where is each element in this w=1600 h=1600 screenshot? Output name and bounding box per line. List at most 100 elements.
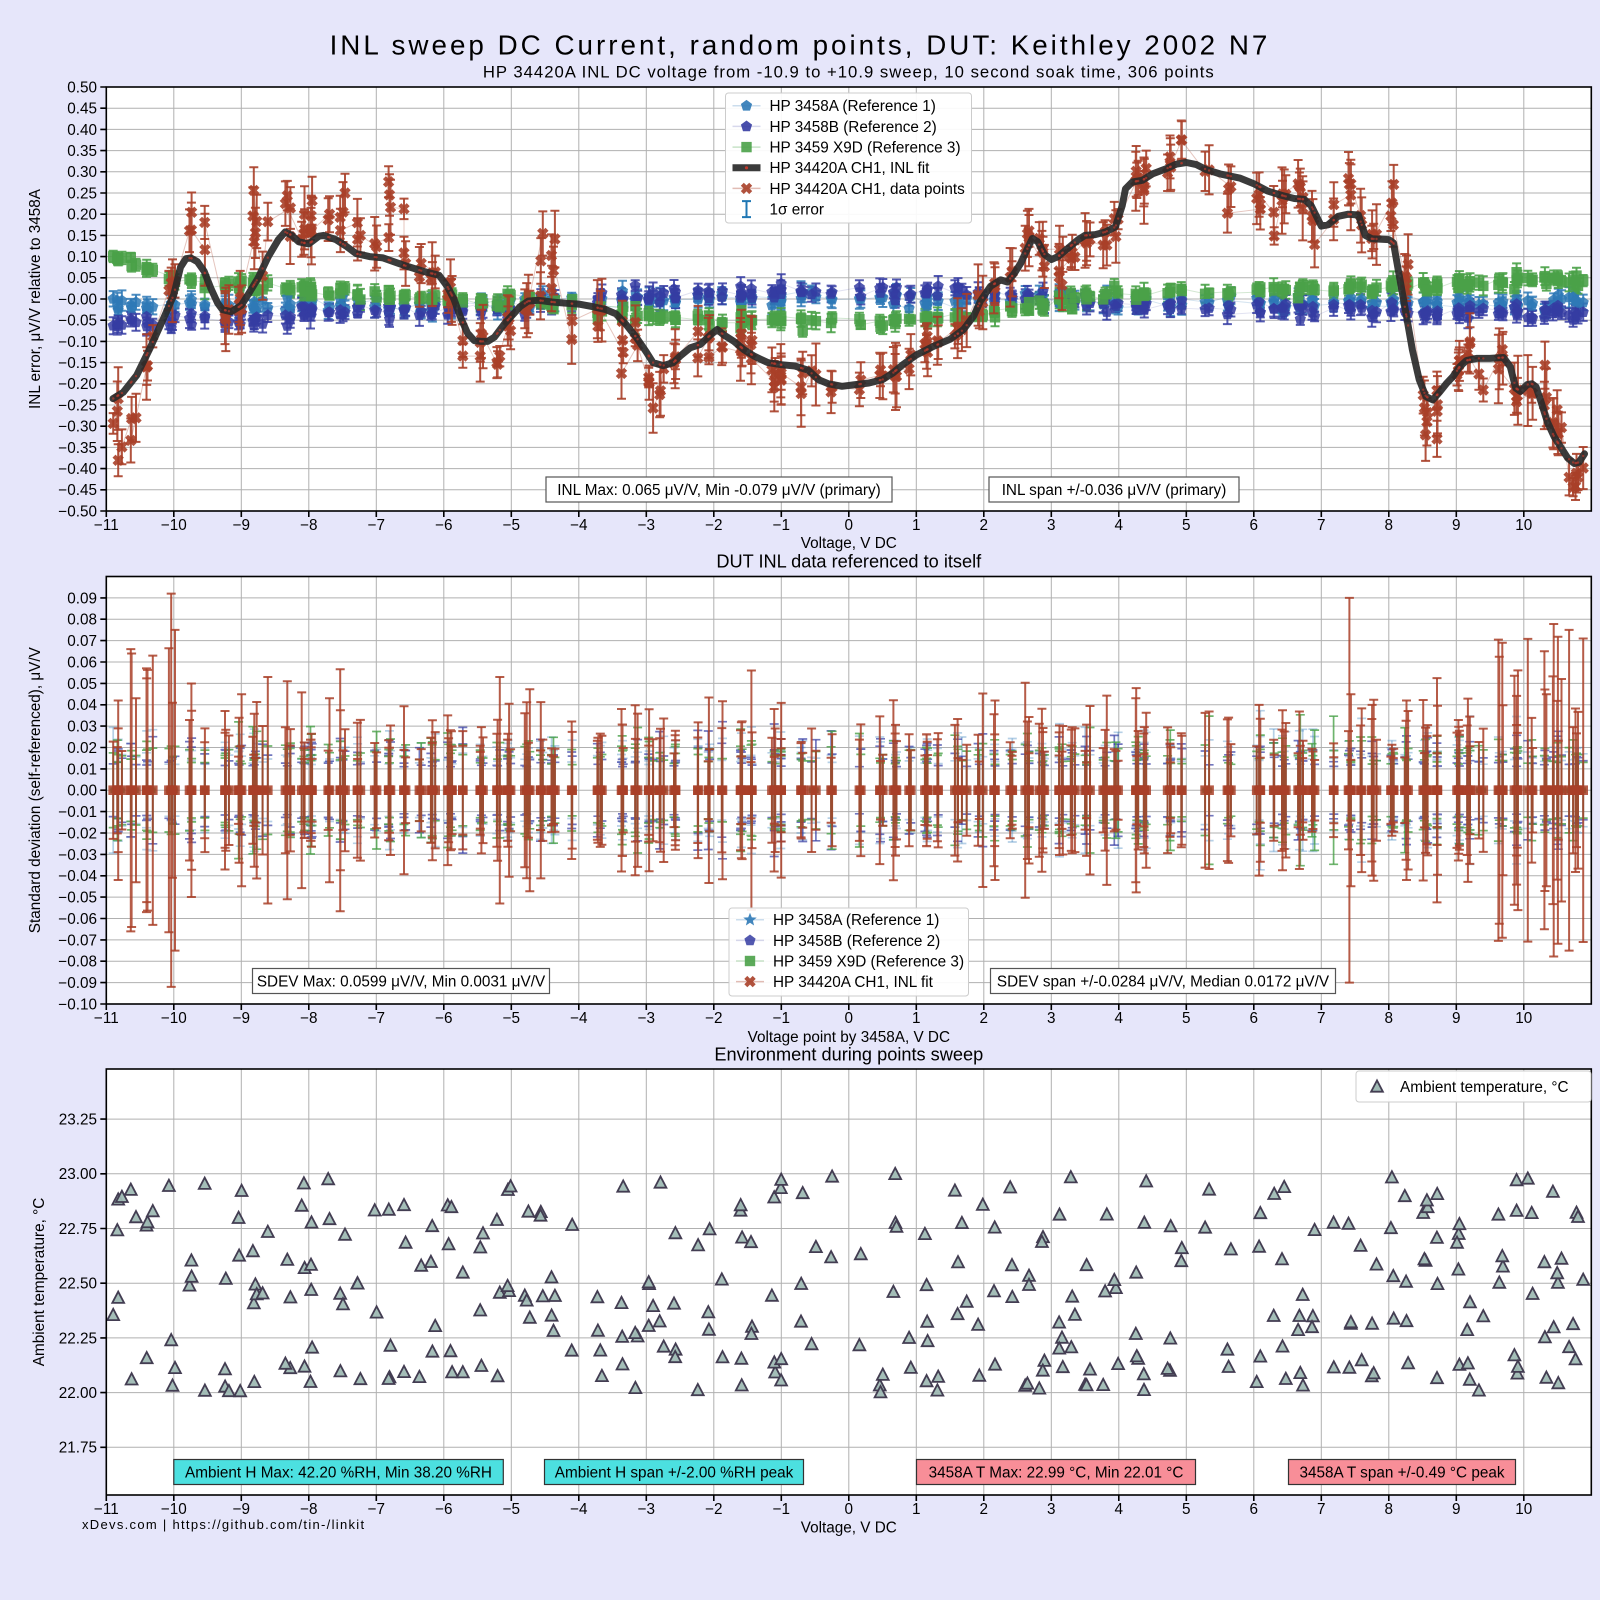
svg-text:3: 3	[1047, 1010, 1056, 1027]
svg-text:−7: −7	[368, 1501, 385, 1518]
svg-text:23.00: 23.00	[59, 1166, 97, 1183]
svg-text:−0.06: −0.06	[58, 911, 97, 928]
svg-text:−6: −6	[435, 1010, 452, 1027]
svg-text:0.05: 0.05	[67, 676, 97, 693]
svg-text:−0.09: −0.09	[58, 975, 97, 992]
svg-text:0.25: 0.25	[67, 185, 97, 202]
svg-text:−0.10: −0.10	[58, 334, 97, 351]
svg-text:0: 0	[845, 517, 854, 534]
svg-text:Voltage point by 3458A, V DC: Voltage point by 3458A, V DC	[748, 1029, 950, 1046]
svg-text:−10: −10	[161, 517, 187, 534]
svg-text:9: 9	[1452, 1501, 1461, 1518]
svg-text:Standard deviation (self-refer: Standard deviation (self-referenced), μV…	[27, 646, 44, 933]
svg-text:22.00: 22.00	[59, 1385, 97, 1402]
svg-text:8: 8	[1385, 517, 1394, 534]
svg-text:−0.25: −0.25	[58, 397, 97, 414]
svg-text:−4: −4	[570, 1010, 588, 1027]
svg-text:−0.05: −0.05	[58, 890, 97, 907]
svg-text:−10: −10	[161, 1501, 187, 1518]
svg-text:0.50: 0.50	[67, 79, 97, 96]
svg-text:0.20: 0.20	[67, 207, 97, 224]
svg-text:−0.10: −0.10	[58, 996, 97, 1013]
svg-text:−8: −8	[300, 517, 317, 534]
svg-text:−2: −2	[705, 1010, 722, 1027]
svg-text:1: 1	[912, 1010, 921, 1027]
svg-text:−0.20: −0.20	[58, 376, 97, 393]
svg-text:Voltage, V DC: Voltage, V DC	[801, 1520, 897, 1537]
svg-text:0.10: 0.10	[67, 249, 97, 266]
svg-text:5: 5	[1182, 1010, 1191, 1027]
svg-text:Ambient temperature, °C: Ambient temperature, °C	[31, 1198, 48, 1367]
svg-text:−3: −3	[638, 1501, 655, 1518]
svg-text:−0.08: −0.08	[58, 954, 97, 971]
svg-text:−11: −11	[94, 517, 119, 534]
svg-text:−2: −2	[705, 517, 722, 534]
svg-text:−0.01: −0.01	[58, 804, 97, 821]
svg-text:6: 6	[1250, 1501, 1259, 1518]
svg-text:−0.04: −0.04	[58, 868, 97, 885]
svg-text:0.03: 0.03	[67, 719, 97, 736]
svg-text:10: 10	[1515, 517, 1532, 534]
svg-text:−2: −2	[705, 1501, 722, 1518]
svg-text:INL Max: 0.065 μV/V, Min -0.07: INL Max: 0.065 μV/V, Min -0.079 μV/V (pr…	[557, 482, 880, 499]
svg-text:7: 7	[1317, 1010, 1326, 1027]
svg-text:−3: −3	[638, 1010, 655, 1027]
svg-text:4: 4	[1115, 1501, 1124, 1518]
svg-text:8: 8	[1385, 1010, 1394, 1027]
svg-text:0.04: 0.04	[67, 697, 97, 714]
svg-text:HP 3459 X9D (Reference 3): HP 3459 X9D (Reference 3)	[770, 140, 961, 157]
svg-text:0.02: 0.02	[67, 740, 97, 757]
svg-text:−9: −9	[233, 1501, 250, 1518]
svg-text:−0.40: −0.40	[58, 461, 97, 478]
svg-text:INL span +/-0.036 μV/V (primar: INL span +/-0.036 μV/V (primary)	[1002, 482, 1227, 499]
svg-text:0.00: 0.00	[67, 783, 97, 800]
svg-text:−1: −1	[773, 1501, 790, 1518]
svg-text:−10: −10	[161, 1010, 187, 1027]
svg-text:−7: −7	[368, 517, 385, 534]
svg-text:0: 0	[845, 1501, 854, 1518]
svg-text:−11: −11	[94, 1501, 119, 1518]
svg-text:0: 0	[845, 1010, 854, 1027]
svg-text:9: 9	[1452, 1010, 1461, 1027]
svg-text:0.05: 0.05	[67, 270, 97, 287]
svg-text:Voltage, V DC: Voltage, V DC	[801, 535, 897, 552]
svg-text:−9: −9	[233, 517, 250, 534]
svg-text:0.15: 0.15	[67, 228, 97, 245]
svg-text:HP 3458A (Reference 1): HP 3458A (Reference 1)	[773, 912, 939, 929]
svg-text:SDEV span +/-0.0284 μV/V, Medi: SDEV span +/-0.0284 μV/V, Median 0.0172 …	[997, 973, 1330, 990]
svg-text:−5: −5	[503, 1501, 520, 1518]
svg-text:9: 9	[1452, 517, 1461, 534]
svg-text:−0.45: −0.45	[58, 482, 97, 499]
svg-text:2: 2	[980, 517, 989, 534]
svg-text:1: 1	[912, 517, 921, 534]
svg-text:7: 7	[1317, 1501, 1326, 1518]
svg-text:HP 3458B (Reference 2): HP 3458B (Reference 2)	[770, 119, 937, 136]
svg-text:0.35: 0.35	[67, 143, 97, 160]
svg-text:8: 8	[1385, 1501, 1394, 1518]
svg-text:−0.00: −0.00	[58, 291, 97, 308]
svg-text:−8: −8	[300, 1501, 317, 1518]
svg-text:0.01: 0.01	[67, 761, 97, 778]
svg-text:−0.02: −0.02	[58, 825, 97, 842]
svg-text:Environment during points swee: Environment during points sweep	[714, 1045, 983, 1065]
svg-text:0.45: 0.45	[67, 101, 97, 118]
svg-text:Ambient H Max: 42.20 %RH, Min: Ambient H Max: 42.20 %RH, Min 38.20 %RH	[185, 1464, 492, 1481]
svg-text:22.25: 22.25	[59, 1330, 97, 1347]
svg-text:0.30: 0.30	[67, 164, 97, 181]
svg-text:−0.50: −0.50	[58, 503, 97, 520]
svg-text:0.07: 0.07	[67, 633, 97, 650]
svg-text:6: 6	[1250, 1010, 1259, 1027]
svg-text:−1: −1	[773, 517, 790, 534]
svg-text:−4: −4	[570, 517, 588, 534]
svg-text:−1: −1	[773, 1010, 790, 1027]
svg-text:DUT INL data referenced to its: DUT INL data referenced to itself	[716, 552, 982, 572]
svg-text:5: 5	[1182, 517, 1191, 534]
svg-text:xDevs.com | https://github.com: xDevs.com | https://github.com/tin-/link…	[82, 1517, 365, 1532]
svg-text:−8: −8	[300, 1010, 317, 1027]
svg-text:−5: −5	[503, 517, 520, 534]
svg-text:HP 34420A CH1, INL fit: HP 34420A CH1, INL fit	[773, 974, 934, 991]
svg-text:3: 3	[1047, 517, 1056, 534]
svg-text:22.50: 22.50	[59, 1276, 97, 1293]
svg-text:SDEV Max: 0.0599 μV/V, Min 0.0: SDEV Max: 0.0599 μV/V, Min 0.0031 μV/V	[257, 973, 546, 990]
svg-text:HP 3458A (Reference 1): HP 3458A (Reference 1)	[770, 98, 936, 115]
